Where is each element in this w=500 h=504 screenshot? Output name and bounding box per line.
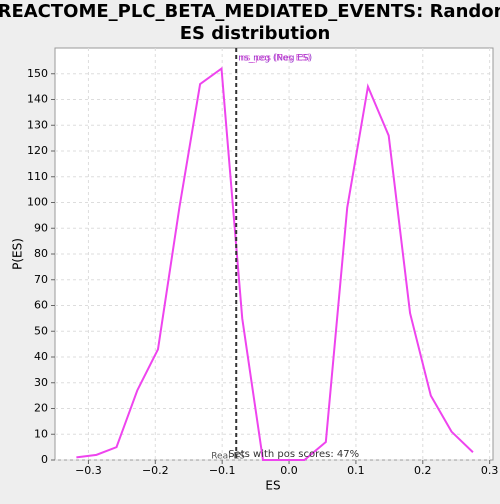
x-tick-label: −0.3 <box>75 464 102 477</box>
x-tick-label: −0.2 <box>142 464 169 477</box>
chart-title: REACTOME_PLC_BETA_MEDIATED_EVENTS: Rando… <box>0 1 500 22</box>
chart-title: ES distribution <box>180 23 331 44</box>
x-tick-label: 0.3 <box>481 464 499 477</box>
y-tick-label: 140 <box>27 93 48 106</box>
x-tick-label: −0.1 <box>209 464 236 477</box>
x-axis-label: ES <box>265 479 280 493</box>
y-tick-label: 70 <box>34 273 48 286</box>
y-tick-label: 80 <box>34 247 48 260</box>
y-tick-label: 10 <box>34 427 48 440</box>
real-es-label: Real ES <box>211 452 245 462</box>
y-tick-label: 100 <box>27 196 48 209</box>
y-tick-label: 90 <box>34 221 48 234</box>
y-tick-label: 40 <box>34 350 48 363</box>
footnote: Sets with pos scores: 47% <box>228 449 359 460</box>
line-series <box>76 66 474 461</box>
y-tick-label: 130 <box>27 118 48 131</box>
x-tick-label: 0.1 <box>347 464 365 477</box>
y-tick-label: 150 <box>27 67 48 80</box>
y-tick-label: 0 <box>41 453 48 466</box>
y-tick-label: 120 <box>27 144 48 157</box>
y-tick-label: 60 <box>34 299 48 312</box>
y-tick-label: 110 <box>27 170 48 183</box>
annotation: ns_neg (Neg ES) <box>238 54 312 64</box>
x-tick-label: 0.2 <box>414 464 432 477</box>
x-tick-label: 0.0 <box>280 464 298 477</box>
y-tick-label: 30 <box>34 376 48 389</box>
annotation: ns_pos (Pos ES) <box>240 54 310 64</box>
y-tick-label: 50 <box>34 324 48 337</box>
y-tick-label: 20 <box>34 402 48 415</box>
y-axis-label: P(ES) <box>11 238 25 270</box>
